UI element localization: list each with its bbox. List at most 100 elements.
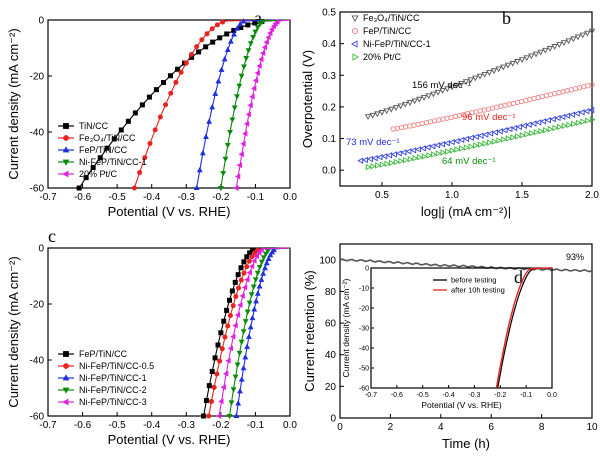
data-point (490, 68, 498, 75)
data-point (218, 330, 224, 336)
data-point (90, 165, 96, 171)
data-point (253, 298, 259, 304)
x-tick-label: -0.5 (109, 192, 127, 203)
data-point (230, 303, 236, 309)
data-point (489, 105, 496, 111)
data-point (458, 136, 465, 144)
data-point (236, 162, 243, 169)
data-point (252, 29, 259, 35)
data-point (214, 371, 220, 377)
data-point (398, 157, 405, 165)
data-point (215, 413, 222, 419)
data-point (222, 370, 229, 377)
y-tick-label: 0.0 (322, 166, 336, 177)
data-point (203, 398, 209, 404)
data-point (218, 398, 224, 405)
data-point (501, 136, 507, 143)
series-3 (365, 116, 596, 171)
data-point (402, 124, 409, 130)
data-point (178, 69, 184, 75)
data-point (220, 384, 226, 391)
data-point (386, 152, 393, 159)
data-point (559, 113, 566, 121)
data-point (462, 79, 470, 85)
data-point (494, 104, 500, 110)
y-tick-label: -40 (30, 128, 45, 139)
x-tick-label: 0 (337, 422, 343, 433)
data-point (552, 91, 558, 97)
data-point (424, 144, 431, 151)
inset-x-tick-label: -0.5 (417, 392, 429, 399)
data-point (245, 48, 252, 54)
data-point (248, 292, 255, 298)
data-point (237, 20, 244, 27)
data-point (214, 22, 220, 28)
data-point (240, 364, 247, 371)
data-point (196, 49, 202, 55)
data-point (97, 155, 103, 161)
data-point (516, 123, 523, 131)
y-tick-label: 0 (38, 16, 44, 27)
data-point (477, 141, 484, 148)
data-point (76, 185, 82, 191)
data-point (576, 85, 583, 91)
data-point (571, 120, 577, 128)
inset-x-tick-label: -0.3 (468, 392, 480, 399)
data-point (569, 111, 575, 118)
data-point (415, 146, 421, 153)
data-point (232, 279, 238, 285)
data-point (375, 162, 381, 169)
x-tick-label: 8 (539, 422, 545, 433)
data-point (244, 343, 251, 349)
data-point (225, 357, 231, 364)
data-point (454, 146, 461, 153)
data-point (211, 384, 217, 390)
data-point (426, 152, 433, 159)
slope-annotation: 156 mV dec⁻¹ (412, 80, 471, 91)
data-point (244, 264, 250, 270)
data-point (452, 113, 458, 120)
data-point (238, 265, 244, 271)
data-point (482, 131, 489, 138)
data-point (510, 100, 516, 107)
data-point (212, 355, 218, 361)
data-point (496, 128, 503, 135)
data-point (538, 128, 545, 135)
data-point (556, 90, 562, 96)
data-point (256, 63, 262, 69)
data-point (473, 142, 479, 149)
data-point (269, 248, 276, 255)
inset-legend-entry: before testing (451, 276, 496, 285)
legend-marker (351, 15, 359, 23)
data-point (220, 171, 227, 177)
data-point (535, 119, 542, 126)
data-point (249, 254, 255, 260)
panel-letter: c (48, 226, 56, 246)
data-point (218, 66, 225, 72)
data-point (566, 121, 573, 129)
y-tick-label: 80 (325, 287, 337, 298)
inset-y-tick-label: -20 (359, 306, 369, 313)
y-tick-label: 20 (325, 382, 337, 393)
data-point (232, 374, 239, 380)
data-point (574, 34, 582, 41)
x-tick-label: 0.5 (375, 190, 389, 201)
data-point (477, 132, 484, 139)
data-point (431, 151, 437, 158)
legend-entry: Ni-FeP/TiN/CC-0.5 (79, 361, 154, 371)
data-point (502, 102, 508, 108)
x-tick-label: 2.0 (585, 190, 599, 201)
data-point (246, 258, 252, 264)
data-point (210, 39, 216, 45)
panel-letter: a (254, 8, 262, 28)
data-point (217, 185, 224, 192)
data-point (132, 110, 138, 116)
inset-y-tick-label: -10 (359, 286, 369, 293)
data-point (430, 91, 437, 98)
x-tick-label: 1.5 (515, 190, 529, 201)
series-line (196, 19, 290, 189)
data-point (588, 106, 595, 114)
x-tick-label: -0.7 (39, 420, 57, 431)
data-point (241, 270, 247, 276)
inset-x-tick-label: -0.7 (365, 392, 377, 399)
